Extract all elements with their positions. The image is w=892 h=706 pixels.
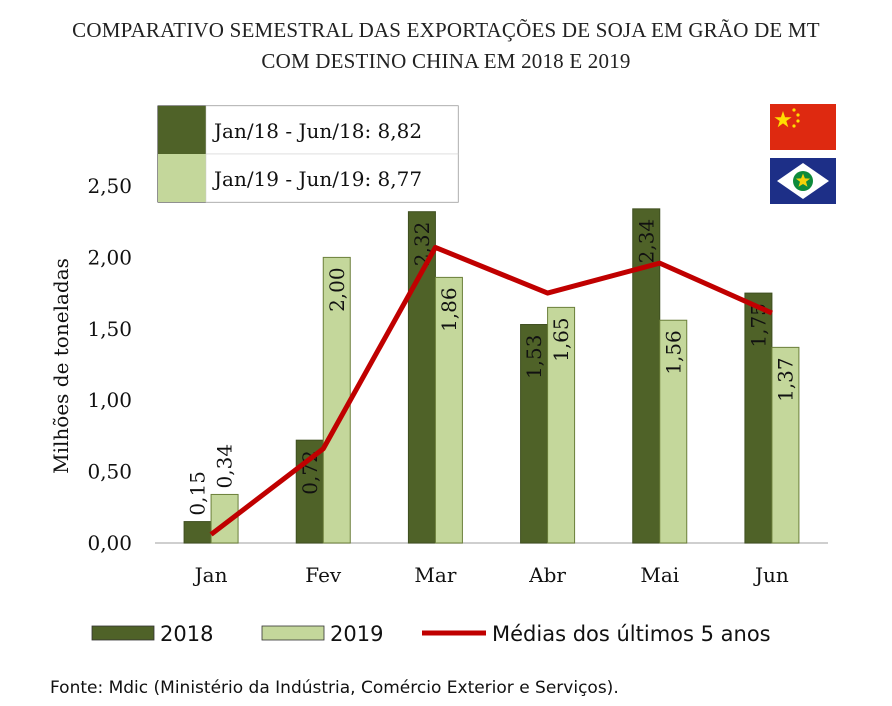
average-line [209,244,773,537]
x-tick-label: Mar [414,563,456,587]
totals-row-2019 [205,153,459,203]
data-label: 1,86 [437,287,461,332]
y-tick-label: 1,50 [87,317,132,341]
legend-swatch-2018 [91,625,155,641]
legend-swatch-2019 [261,625,325,641]
x-tick-label: Mai [640,563,679,587]
bar-2019-Jun [771,346,800,544]
legend-label-average: Médias dos últimos 5 anos [492,622,771,646]
x-tick-label: Jun [753,563,789,587]
mato-grosso-flag-icon [770,158,836,204]
bars [183,208,800,544]
legend: 2018 2019 Médias dos últimos 5 anos [91,622,771,646]
totals-swatch-2018 [158,106,206,154]
chart-title-line2: COM DESTINO CHINA EM 2018 E 2019 [261,49,630,73]
bar-2019-Fev [322,256,351,544]
totals-row-2018 [205,105,459,155]
legend-label-2019: 2019 [330,622,383,646]
average-line-path [209,244,773,537]
totals-2018-text: Jan/18 - Jun/18: 8,82 [212,119,422,143]
x-tick-label: Jan [193,563,228,587]
data-label: 1,53 [522,335,546,380]
bar-2018-Jan [183,521,212,544]
bar-2018-Jun [744,292,773,544]
totals-swatch-2019 [158,154,206,202]
x-tick-label: Abr [528,563,566,587]
x-ticks: Jan Fev Mar Abr Mai Jun [193,563,789,587]
y-tick-label: 2,50 [87,174,132,198]
totals-2019-text: Jan/19 - Jun/19: 8,77 [212,167,422,191]
y-tick-label: 0,50 [87,460,132,484]
legend-label-2018: 2018 [160,622,213,646]
bar-2019-Abr [547,306,576,544]
source-note: Fonte: Mdic (Ministério da Indústria, Co… [50,678,619,698]
y-tick-label: 0,00 [87,531,132,555]
data-label: 1,65 [549,317,573,362]
data-label: 1,56 [661,330,685,375]
data-label: 2,00 [325,267,349,312]
y-ticks: 0,00 0,50 1,00 1,50 2,00 2,50 [87,174,132,555]
bar-2018-Abr [520,324,549,544]
china-flag-icon [770,104,836,150]
y-tick-label: 2,00 [87,245,132,269]
bar-2019-Mar [434,276,463,544]
data-label: 0,34 [213,444,237,489]
data-label: 0,15 [186,471,210,516]
bar-2019-Mai [659,319,688,544]
totals-box: Jan/18 - Jun/18: 8,82 Jan/19 - Jun/19: 8… [157,105,459,203]
data-label: 1,37 [773,357,797,402]
y-axis-label: Milhões de toneladas [49,258,73,474]
y-tick-label: 1,00 [87,388,132,412]
data-label: 2,34 [634,219,658,264]
x-tick-label: Fev [305,563,342,587]
bar-labels: 0,150,34 0,722,002,321,861,53 1,652,341,56… [186,219,798,516]
chart-title-line1: COMPARATIVO SEMESTRAL DAS EXPORTAÇÕES DE… [72,18,820,42]
